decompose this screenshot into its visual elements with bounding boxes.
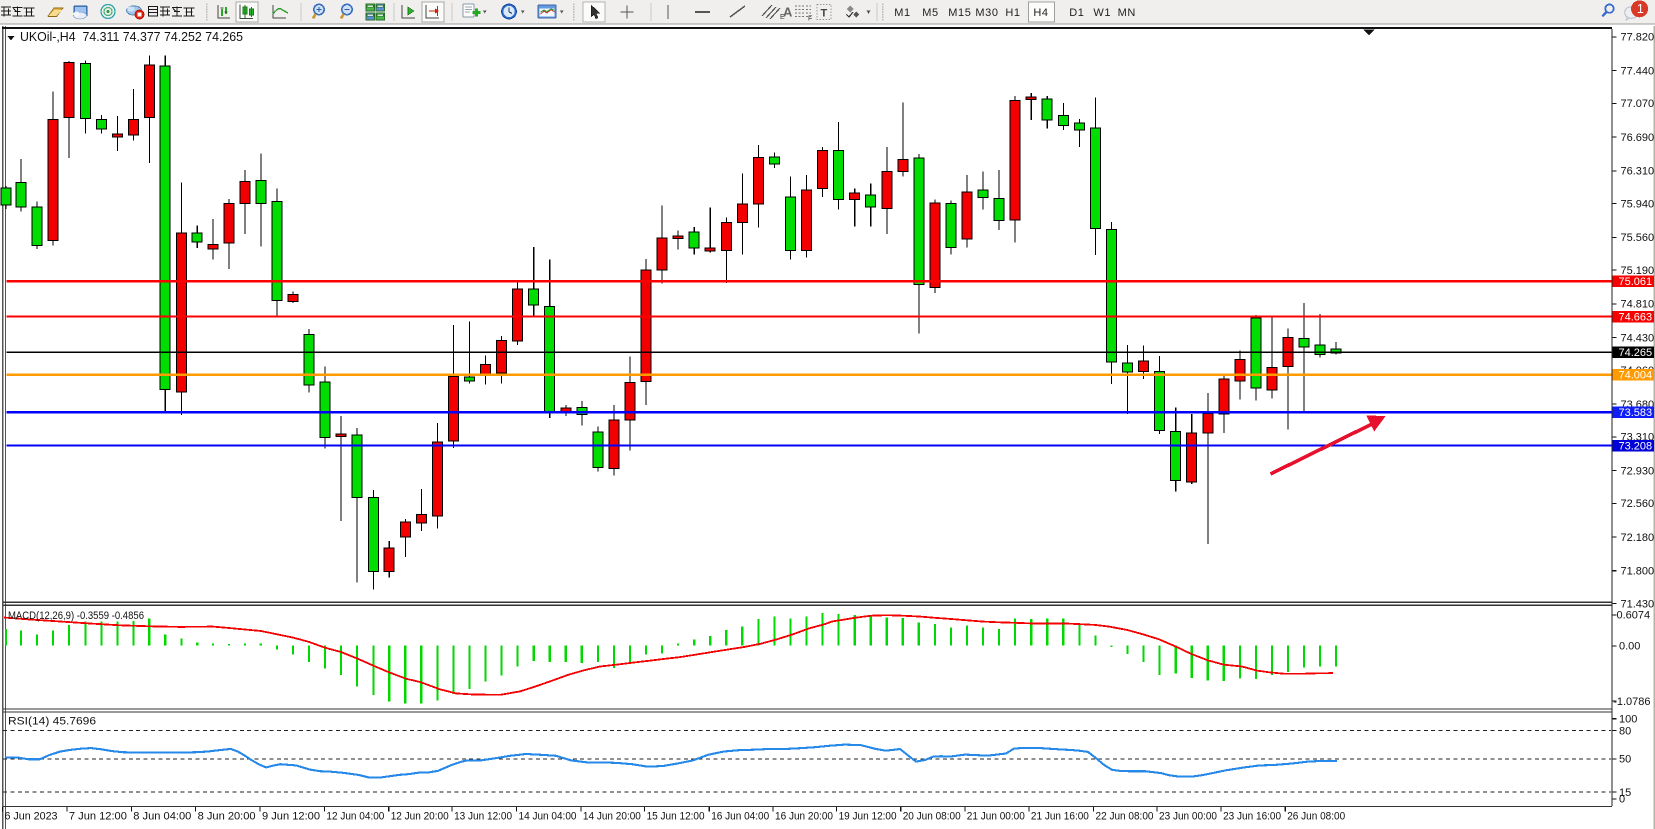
svg-text:75.061: 75.061 xyxy=(1619,276,1653,288)
svg-text:F: F xyxy=(808,16,812,23)
svg-text:H4: H4 xyxy=(1033,7,1048,19)
svg-text:0: 0 xyxy=(1619,794,1625,806)
svg-text:13 Jun 12:00: 13 Jun 12:00 xyxy=(454,811,512,823)
svg-text:73.208: 73.208 xyxy=(1619,441,1653,453)
svg-text:71.430: 71.430 xyxy=(1621,598,1655,610)
svg-text:74.663: 74.663 xyxy=(1619,312,1653,324)
svg-text:14 Jun 20:00: 14 Jun 20:00 xyxy=(583,811,641,823)
svg-text:100: 100 xyxy=(1619,714,1637,726)
svg-text:80: 80 xyxy=(1619,725,1631,737)
svg-text:0.00: 0.00 xyxy=(1619,641,1640,653)
svg-text:77.070: 77.070 xyxy=(1621,98,1655,110)
svg-text:74.430: 74.430 xyxy=(1621,332,1655,344)
svg-text:50: 50 xyxy=(1619,754,1631,766)
svg-text:8 Jun 04:00: 8 Jun 04:00 xyxy=(133,811,191,823)
svg-text:71.800: 71.800 xyxy=(1621,566,1655,578)
svg-text:-1.0786: -1.0786 xyxy=(1613,696,1650,708)
svg-text:RSI(14) 45.7696: RSI(14) 45.7696 xyxy=(8,716,96,728)
svg-text:72.930: 72.930 xyxy=(1621,465,1655,477)
svg-text:M5: M5 xyxy=(922,7,938,19)
svg-text:M15: M15 xyxy=(948,7,971,19)
svg-text:9 Jun 12:00: 9 Jun 12:00 xyxy=(262,811,320,823)
svg-text:MN: MN xyxy=(1118,7,1136,19)
svg-text:1: 1 xyxy=(1637,2,1644,16)
svg-text:26 Jun 08:00: 26 Jun 08:00 xyxy=(1287,811,1345,823)
svg-text:M30: M30 xyxy=(975,7,998,19)
svg-text:72.560: 72.560 xyxy=(1621,498,1655,510)
svg-text:D1: D1 xyxy=(1069,7,1084,19)
svg-text:23 Jun 00:00: 23 Jun 00:00 xyxy=(1159,811,1217,823)
svg-text:75.940: 75.940 xyxy=(1621,198,1655,210)
svg-text:6 Jun 2023: 6 Jun 2023 xyxy=(5,811,58,823)
svg-text:16 Jun 04:00: 16 Jun 04:00 xyxy=(711,811,769,823)
svg-text:MACD(12,26,9) -0.3559 -0.4856: MACD(12,26,9) -0.3559 -0.4856 xyxy=(8,610,144,622)
svg-text:20 Jun 08:00: 20 Jun 08:00 xyxy=(903,811,961,823)
svg-text:T: T xyxy=(821,8,828,20)
svg-text:E: E xyxy=(780,14,785,21)
svg-text:74.810: 74.810 xyxy=(1621,299,1655,311)
svg-text:M1: M1 xyxy=(894,7,910,19)
svg-text:19 Jun 12:00: 19 Jun 12:00 xyxy=(839,811,897,823)
svg-text:22 Jun 08:00: 22 Jun 08:00 xyxy=(1096,811,1154,823)
svg-text:UKOil-,H4 74.311 74.377 74.25: UKOil-,H4 74.311 74.377 74.252 74.265 xyxy=(20,30,243,44)
svg-text:77.440: 77.440 xyxy=(1621,65,1655,77)
svg-text:73.583: 73.583 xyxy=(1619,407,1653,419)
svg-text:0.6074: 0.6074 xyxy=(1617,610,1651,622)
svg-text:77.820: 77.820 xyxy=(1621,32,1655,44)
svg-text:21 Jun 16:00: 21 Jun 16:00 xyxy=(1031,811,1089,823)
svg-text:75.560: 75.560 xyxy=(1621,232,1655,244)
svg-text:15: 15 xyxy=(1619,787,1631,799)
svg-text:A: A xyxy=(783,5,793,20)
svg-text:14 Jun 04:00: 14 Jun 04:00 xyxy=(519,811,577,823)
svg-text:W1: W1 xyxy=(1093,7,1111,19)
svg-text:76.690: 76.690 xyxy=(1621,132,1655,144)
svg-text:15 Jun 12:00: 15 Jun 12:00 xyxy=(647,811,705,823)
svg-text:12 Jun 04:00: 12 Jun 04:00 xyxy=(326,811,384,823)
svg-text:16 Jun 20:00: 16 Jun 20:00 xyxy=(775,811,833,823)
svg-text:74.265: 74.265 xyxy=(1619,347,1653,359)
svg-text:23 Jun 16:00: 23 Jun 16:00 xyxy=(1223,811,1281,823)
svg-text:H1: H1 xyxy=(1005,7,1020,19)
svg-text:76.310: 76.310 xyxy=(1621,166,1655,178)
svg-text:72.180: 72.180 xyxy=(1621,532,1655,544)
svg-text:12 Jun 20:00: 12 Jun 20:00 xyxy=(391,811,449,823)
svg-text:75.190: 75.190 xyxy=(1621,265,1655,277)
svg-text:8 Jun 20:00: 8 Jun 20:00 xyxy=(198,811,256,823)
svg-text:74.004: 74.004 xyxy=(1619,370,1653,382)
svg-text:21 Jun 00:00: 21 Jun 00:00 xyxy=(967,811,1025,823)
svg-text:7 Jun 12:00: 7 Jun 12:00 xyxy=(69,811,127,823)
